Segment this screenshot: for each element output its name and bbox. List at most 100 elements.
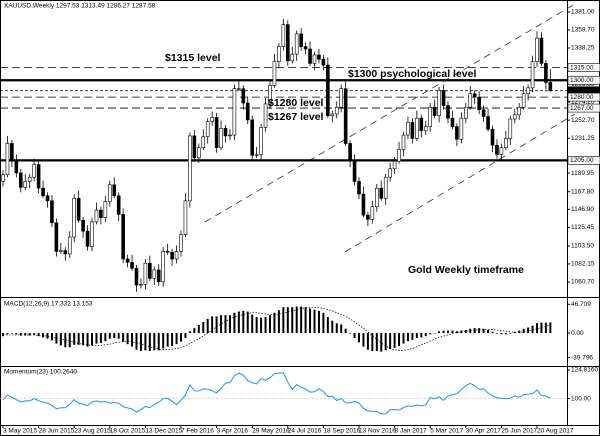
macd-bar — [166, 333, 169, 347]
candle-body — [397, 149, 401, 162]
candle-body — [254, 154, 259, 156]
momentum-line — [2, 372, 551, 415]
candle-body — [374, 187, 379, 208]
candle-body — [321, 58, 326, 66]
candle-body — [85, 230, 90, 247]
candle-body — [76, 197, 81, 221]
candle-body — [14, 160, 19, 174]
candle-body — [99, 209, 103, 218]
macd-bar — [99, 333, 102, 343]
macd-bar — [522, 328, 525, 334]
macd-bar — [482, 328, 485, 334]
macd-bar — [451, 330, 454, 334]
y-tick-label: 1125.45 — [571, 224, 594, 231]
candle-body — [361, 193, 366, 216]
macd-bar — [358, 333, 360, 343]
y-tick-label: 1231.25 — [571, 135, 595, 142]
candle-body — [219, 128, 223, 149]
candle-body — [94, 209, 99, 223]
y-tick-label: -39.796 — [571, 354, 593, 361]
candle-body — [210, 117, 214, 122]
x-tick-label: 18 Oct 2015 — [110, 428, 146, 435]
macd-bar — [536, 323, 538, 334]
candle-body — [174, 251, 179, 260]
macd-bar — [282, 307, 285, 334]
candle-body — [423, 126, 428, 132]
candle-body — [139, 283, 143, 286]
candle-body — [125, 258, 130, 263]
candle-body — [383, 176, 388, 199]
candle-body — [112, 184, 117, 197]
x-tick-label: 8 Jan 2017 — [395, 428, 428, 435]
candle-body — [245, 102, 250, 121]
price-box-label: 1300.00 — [570, 77, 594, 84]
macd-bar — [464, 329, 467, 334]
macd-bar — [309, 308, 312, 334]
macd-bar — [91, 333, 93, 346]
macd-bar — [500, 333, 503, 335]
candle-body — [250, 119, 254, 156]
candle-body — [352, 160, 357, 182]
price-box-label: 1280.00 — [570, 94, 594, 101]
candle-body — [205, 121, 210, 138]
candle-body — [548, 82, 553, 92]
macd-bar — [317, 310, 320, 334]
macd-bar — [15, 333, 18, 335]
candle-body — [32, 164, 36, 178]
candle-body — [237, 88, 241, 90]
price-box — [567, 156, 600, 165]
macd-bar — [82, 333, 85, 346]
macd-bar — [384, 333, 387, 351]
macd-bar — [331, 320, 334, 334]
macd-bar — [10, 333, 13, 334]
candle-body — [441, 90, 446, 106]
candle-body — [285, 24, 290, 62]
candle-body — [294, 33, 299, 55]
candle-body — [379, 187, 384, 199]
candle-body — [10, 143, 14, 161]
y-tick-label: 1060.70 — [571, 279, 595, 286]
price-box — [567, 92, 600, 102]
candle-body — [312, 54, 317, 64]
candle-body — [228, 134, 232, 137]
macd-bar — [157, 333, 160, 351]
macd-bar — [224, 315, 227, 334]
macd-bar — [433, 333, 436, 334]
macd-bar — [389, 333, 392, 350]
candle-body — [281, 24, 286, 47]
candle-body — [486, 116, 490, 130]
candle-body — [517, 106, 522, 116]
macd-bar — [362, 333, 365, 347]
candle-body — [339, 88, 344, 108]
macd-bar — [233, 312, 236, 334]
macd-bar — [188, 331, 191, 334]
candle-body — [81, 219, 85, 232]
macd-header: MACD(12,26,9) 17.332 13.153 — [4, 301, 93, 308]
macd-bar — [527, 327, 530, 334]
macd-bar — [228, 315, 231, 334]
candle-body — [406, 122, 410, 136]
macd-bar — [375, 333, 378, 351]
macd-bar — [104, 333, 107, 342]
candle-body — [450, 117, 455, 127]
candle-body — [1, 174, 5, 182]
macd-bar — [59, 333, 62, 346]
macd-bar — [544, 322, 547, 334]
macd-bar — [95, 333, 98, 344]
macd-bar — [6, 333, 9, 335]
candle-body — [388, 168, 392, 178]
candle-body — [446, 105, 450, 119]
macd-bar — [393, 333, 396, 348]
price-box-label: 1205.00 — [570, 157, 594, 164]
macd-bar — [300, 306, 303, 334]
macd-bar — [108, 333, 111, 339]
y-tick-label: 46.709 — [571, 301, 591, 308]
candle-body — [108, 184, 112, 202]
candle-body — [290, 53, 295, 62]
macd-bar — [148, 333, 151, 351]
y-tick-label: 1189.95 — [571, 170, 594, 177]
y-tick-label: 1338.25 — [571, 45, 595, 52]
candle-body — [495, 144, 499, 155]
candle-body — [539, 37, 544, 64]
candle-body — [499, 147, 504, 155]
